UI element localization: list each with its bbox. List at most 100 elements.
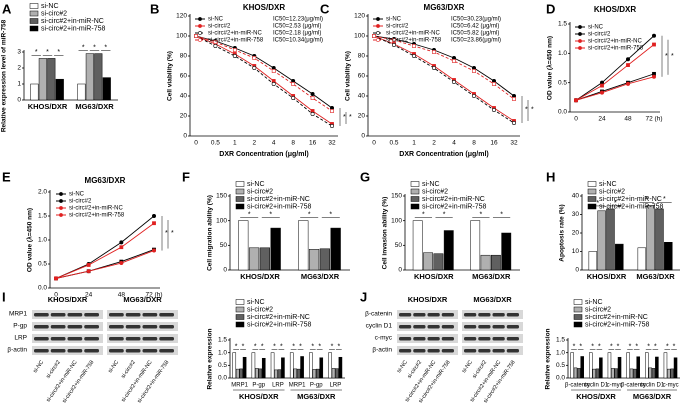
bar — [270, 352, 275, 379]
point — [600, 83, 604, 88]
bar — [330, 227, 341, 271]
significance-mark: * — [171, 230, 174, 237]
blot-protein: P-gp — [13, 323, 27, 330]
bar — [664, 242, 673, 271]
bar — [491, 254, 501, 271]
blot-band — [159, 337, 174, 341]
y-tick-label: 0.5 — [556, 362, 565, 369]
bar — [335, 368, 339, 379]
significance-mark: * — [273, 344, 276, 351]
ic50-label: IC50=2.53 (μg/ml) — [273, 24, 321, 30]
legend-label: si-circ#2+in-miR-NC — [588, 39, 643, 45]
point — [310, 112, 315, 117]
y-tick-label: 0 — [361, 133, 365, 140]
blot-band — [50, 337, 66, 341]
x-tick-label: 0.5 — [211, 140, 220, 147]
blot-band — [399, 337, 412, 341]
blot-band — [464, 337, 477, 341]
y-tick-label: 0.5 — [218, 362, 227, 369]
lane-label: si-circ#2+in-miR-NC — [45, 360, 78, 404]
bar — [663, 352, 668, 379]
point — [451, 80, 456, 85]
blot-band — [413, 325, 426, 329]
blot-band — [399, 349, 412, 353]
bar — [338, 356, 343, 379]
blot-protein: β-catenin — [365, 311, 392, 318]
lane-label: si-circ#2+in-miR-758 — [62, 360, 96, 405]
blot-band — [109, 313, 124, 317]
y-tick-label: 0.5 — [38, 261, 47, 268]
bar — [319, 248, 330, 271]
x-tick-label: 1 — [233, 140, 237, 147]
legend-swatch — [410, 188, 420, 195]
y-axis-label: Cell viability (%) — [167, 51, 174, 101]
legend-swatch — [573, 321, 583, 328]
y-tick-label: 3 — [17, 49, 21, 56]
x-tick-label: 0 — [372, 140, 376, 147]
legend-swatch — [235, 306, 245, 313]
y-tick-label: 20 — [572, 230, 580, 237]
bar — [259, 247, 270, 271]
bar — [592, 368, 596, 379]
legend-marker — [59, 199, 63, 203]
blot-band — [464, 313, 477, 317]
significance-mark: * — [299, 344, 302, 351]
legend-label: si-circ#2+in-miR-758 — [386, 38, 442, 44]
bar — [629, 368, 634, 379]
panel-letter: E — [2, 169, 11, 184]
bar — [655, 356, 659, 379]
blot-band — [159, 313, 174, 317]
legend-label: si-circ#2+in-miR-758 — [588, 46, 644, 52]
series-line — [195, 35, 333, 125]
lane-label: si-circ#2+in-miR-NC — [120, 360, 153, 404]
blot-band — [109, 349, 124, 353]
bar — [55, 78, 64, 101]
y-axis-label: OD value (λ=450 nm) — [546, 36, 554, 100]
legend-label: si-circ#2+in-miR-758 — [41, 25, 105, 32]
blot-header: KHOS/DXR — [408, 295, 448, 304]
bar — [615, 243, 624, 271]
legend-label: si-circ#2+in-miR-758 — [422, 203, 486, 210]
y-tick-label: 120 — [354, 13, 365, 20]
bar — [645, 352, 649, 379]
bar — [651, 368, 656, 379]
series-line — [373, 35, 515, 124]
blot-band — [413, 349, 426, 353]
y-tick-label: 2.0 — [38, 189, 47, 196]
legend-swatch — [573, 299, 583, 305]
bar — [670, 368, 674, 379]
bar — [270, 227, 281, 271]
legend-label: si-circ#2+in-miR-NC — [247, 314, 310, 321]
x-tick-label: cyclin D1 — [640, 383, 665, 389]
bar — [597, 210, 606, 271]
group-label: KHOS/DXR — [587, 272, 627, 281]
y-axis-label: OD value (λ=450 nm) — [26, 208, 34, 272]
y-axis-label: Relative expression level of miR-758 — [1, 19, 8, 132]
y-tick-label: 0 — [17, 97, 21, 104]
point — [431, 66, 436, 71]
bar — [673, 357, 678, 379]
y-tick-label: 20 — [358, 113, 366, 120]
point — [310, 92, 315, 97]
y-tick-label: 40 — [572, 193, 580, 200]
y-tick-label: 40 — [358, 93, 366, 100]
bar — [470, 220, 481, 271]
blot-band — [427, 337, 440, 341]
legend-label: si-circ#2+in-miR-NC — [422, 196, 485, 203]
significance-mark: * — [337, 344, 340, 351]
bar — [412, 220, 423, 271]
legend-label: si-NC — [422, 181, 440, 188]
legend-swatch — [573, 314, 583, 320]
significance-mark: * — [308, 212, 311, 219]
y-axis-label: Cell viability (%) — [345, 51, 352, 101]
bar — [611, 368, 615, 379]
legend-label: si-circ#2+in-miR-758 — [585, 321, 649, 328]
point — [411, 53, 416, 58]
y-axis-label: Apoptosis rate (%) — [559, 204, 566, 261]
legend-label: si-circ#2+in-miR-758 — [599, 203, 663, 210]
blot-band — [478, 313, 491, 317]
significance-mark: * — [579, 344, 582, 351]
group-label: MG63/DXR — [636, 272, 675, 281]
chart-title: MG63/DXR — [424, 3, 465, 12]
legend-marker — [578, 25, 582, 29]
